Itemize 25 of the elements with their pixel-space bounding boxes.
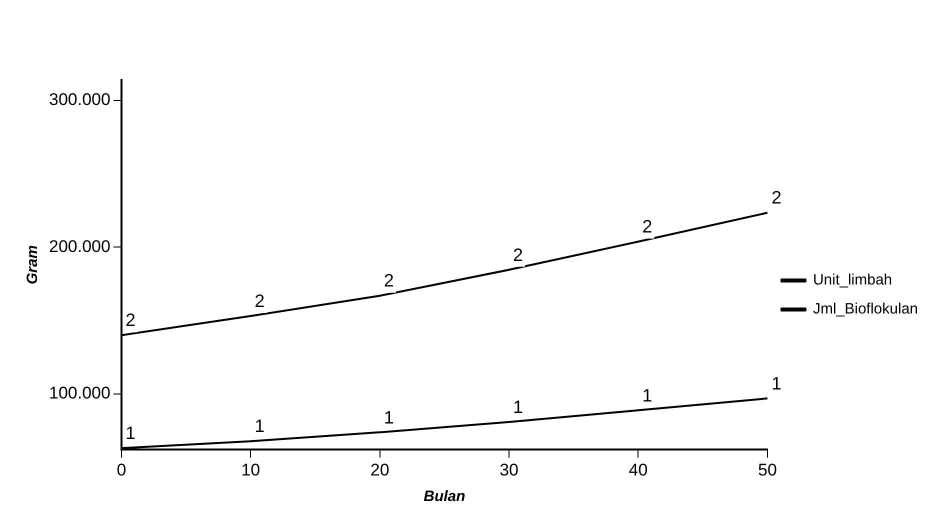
annotation: 1: [513, 396, 524, 417]
annotation: 1: [384, 407, 394, 428]
annotation: 2: [513, 244, 524, 265]
x-tick-label: 20: [370, 460, 390, 480]
y-axis-title: Gram: [24, 245, 42, 284]
annotation: 1: [125, 423, 136, 444]
y-tick-label: 300.000: [49, 90, 110, 110]
x-tick-label: 50: [758, 460, 777, 480]
y-tick-label: 200.000: [49, 236, 110, 256]
x-axis-title: Bulan: [424, 488, 466, 506]
annotation: 2: [254, 290, 265, 311]
annotation: 2: [771, 188, 782, 208]
annotation: 2: [384, 270, 394, 291]
x-tick-label: 40: [628, 460, 648, 480]
legend-label: Unit_limbah: [812, 272, 892, 289]
x-tick-label: 30: [500, 460, 519, 480]
y-tick-label: 100.000: [49, 384, 110, 403]
annotation: 1: [254, 416, 265, 436]
annotation: 1: [642, 385, 652, 406]
annotation: 1: [771, 373, 782, 394]
x-tick-label: 10: [241, 460, 260, 480]
annotation: 2: [125, 310, 136, 330]
legend-label: Jml_Bioflokulan: [812, 300, 918, 318]
annotation: 2: [642, 216, 652, 237]
x-tick-label: 0: [116, 460, 126, 480]
